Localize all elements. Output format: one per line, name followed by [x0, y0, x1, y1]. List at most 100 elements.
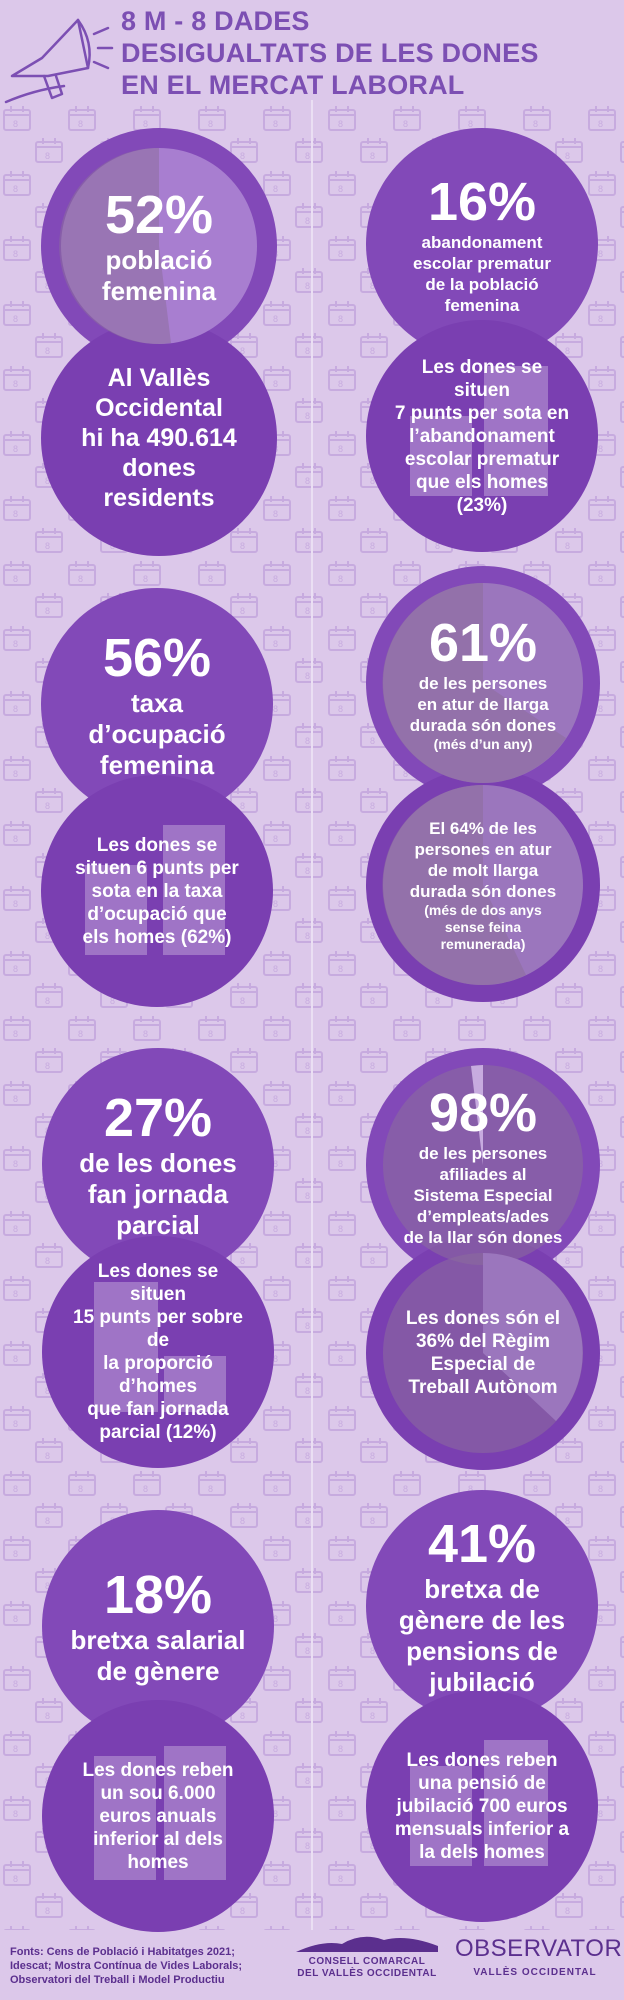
stat-detail-line: que fan jornada — [87, 1399, 229, 1420]
stat-percent: 16% — [427, 172, 537, 232]
stat-detail-note: sense feina — [444, 918, 522, 935]
stat-detail-line: Les dones se situen — [421, 356, 543, 401]
stat-percent: 56% — [102, 627, 212, 688]
stat-detail-line: El 64% de les — [429, 818, 537, 838]
stat-label-line: femenina — [444, 296, 520, 315]
stat-percent: 18% — [103, 1565, 213, 1625]
stat-detail-line: durada són dones — [409, 881, 557, 901]
stat-detail-line: homes — [127, 1851, 189, 1873]
stat-percent: 98% — [428, 1082, 538, 1143]
stat-label-line: en atur de llarga — [417, 695, 549, 714]
stat-label-note: (més d’un any) — [433, 736, 533, 752]
stat-detail-line: Especial de — [430, 1354, 536, 1375]
stat-detail-circle-4: El 64% de les persones en atur de molt l… — [366, 768, 600, 1002]
stat-detail-line: Les dones són el — [405, 1308, 561, 1329]
stat-detail-line: sota en la taxa — [91, 880, 223, 902]
sources-note: Fonts: Cens de Població i Habitatges 202… — [10, 1945, 290, 1987]
mountain-logo-icon — [296, 1936, 438, 1952]
stat-percent: 52% — [104, 185, 214, 245]
pie-decoration — [382, 582, 583, 783]
stat-detail-line: l’abandonament — [409, 425, 555, 447]
logo-text-line: OBSERVATORI — [455, 1935, 624, 1962]
stat-detail-line: 15 punts per sobre de — [73, 1307, 243, 1351]
stat-label-line: població — [105, 245, 213, 275]
stat-detail-circle-2: Les dones se situen 7 punts per sota en … — [366, 320, 598, 552]
stat-label-line: fan jornada — [87, 1178, 229, 1209]
stat-label-line: abandonament — [421, 233, 543, 252]
pie-decoration — [383, 1253, 583, 1453]
stat-label-line: bretxa de — [424, 1574, 540, 1604]
stat-label-line: femenina — [101, 276, 217, 306]
bar-decoration — [484, 1740, 548, 1866]
stat-label-line: d’empleats/ades — [416, 1206, 550, 1226]
stat-detail-note: remunerada) — [440, 935, 526, 952]
stat-detail-line: euros anuals — [99, 1805, 217, 1827]
stat-label-line: de les persones — [418, 674, 548, 693]
stat-detail-circle-1: Al Vallès Occidental hi ha 490.614 dones… — [41, 320, 277, 556]
stat-detail-line: Les dones se situen — [97, 1261, 219, 1305]
stat-detail-line: de molt llarga — [427, 860, 539, 880]
title-line-2: DESIGUALTATS DE LES DONES — [121, 38, 539, 68]
stat-detail-note: (més de dos anys — [424, 901, 542, 918]
stat-label-line: afiliades al — [439, 1164, 527, 1184]
stat-detail-line: parcial (12%) — [99, 1422, 217, 1443]
stat-detail-line: inferior al dels — [93, 1828, 223, 1850]
header: 8 M - 8 DADES DESIGUALTATS DE LES DONES … — [0, 0, 624, 110]
stat-detail-line: Al Vallès — [107, 364, 211, 392]
title-line-1: 8 M - 8 DADES — [121, 6, 310, 36]
logo-text-line: CONSELL COMARCAL — [308, 1956, 426, 1967]
stat-detail-line: la dels homes — [419, 1841, 545, 1863]
stat-label-line: de la població — [425, 275, 539, 294]
stat-label-line: jubilació — [429, 1667, 535, 1697]
bar-decoration — [410, 1766, 472, 1866]
stat-label-line: d’ocupació — [88, 718, 226, 749]
bar-decoration — [484, 366, 548, 496]
stat-percent: 27% — [103, 1087, 213, 1148]
stat-detail-line: els homes (62%) — [82, 926, 232, 948]
stat-detail-line: Les dones reben — [406, 1749, 558, 1771]
stat-detail-line: persones en atur — [414, 839, 552, 859]
stat-label-line: escolar prematur — [413, 254, 551, 273]
stat-detail-line: dones — [122, 454, 196, 482]
stat-label-line: femenina — [99, 749, 215, 780]
stat-label-line: de la llar són dones — [403, 1227, 563, 1247]
stat-percent: 61% — [428, 613, 538, 673]
consell-comarcal-logo: CONSELL COMARCAL DEL VALLÈS OCCIDENTAL — [292, 1930, 442, 1990]
stat-detail-line: residents — [103, 484, 215, 512]
pie-decoration — [383, 1065, 583, 1265]
observatori-logo: OBSERVATORI VALLÈS OCCIDENTAL — [455, 1935, 624, 1990]
stat-detail-line: hi ha 490.614 — [81, 424, 237, 452]
stat-circle-8: 41% bretxa de gènere de les pensions de … — [366, 1490, 598, 1722]
pie-decoration — [382, 784, 583, 985]
stat-detail-circle-8: Les dones reben una pensió de jubilació … — [366, 1690, 598, 1922]
stat-detail-line: Treball Autònom — [408, 1377, 558, 1398]
stat-label-line: durada són dones — [409, 716, 557, 735]
stat-detail-line: escolar prematur — [404, 448, 560, 470]
stat-detail-line: Les dones reben — [82, 1759, 234, 1781]
stat-percent: 41% — [427, 1514, 537, 1574]
stat-detail-line: un sou 6.000 — [100, 1782, 216, 1804]
stat-detail-line: mensuals inferior a — [394, 1818, 570, 1840]
stat-label-line: de gènere — [96, 1656, 220, 1686]
sources-line: Observatori del Treball i Model Producti… — [10, 1974, 225, 1986]
bar-decoration — [410, 416, 472, 496]
logo-text-line: DEL VALLÈS OCCIDENTAL — [297, 1968, 437, 1979]
stat-detail-line: la proporció d’homes — [103, 1353, 213, 1397]
stat-detail-line: 7 punts per sota en — [394, 402, 570, 424]
title-line-3: EN EL MERCAT LABORAL — [121, 70, 465, 100]
bar-decoration — [94, 1756, 156, 1880]
stat-label-line: taxa — [130, 687, 184, 718]
stat-detail-line: d’ocupació que — [87, 903, 227, 925]
bar-decoration — [85, 865, 147, 955]
stat-detail-line: 36% del Règim — [415, 1331, 551, 1352]
stat-circle-5: 27% de les dones fan jornada parcial — [42, 1048, 274, 1280]
stat-label-line: de les persones — [418, 1143, 548, 1163]
stat-detail-line: que els homes (23%) — [416, 471, 548, 516]
bar-decoration — [164, 1356, 226, 1412]
stat-detail-circle-5: Les dones se situen 15 punts per sobre d… — [42, 1236, 274, 1468]
stat-circle-1: 52% població femenina — [41, 128, 277, 364]
bar-decoration — [94, 1282, 158, 1412]
sources-line: Fonts: Cens de Població i Habitatges 202… — [10, 1946, 235, 1958]
stat-label-line: pensions de — [406, 1636, 558, 1666]
stat-label-line: parcial — [116, 1209, 200, 1240]
